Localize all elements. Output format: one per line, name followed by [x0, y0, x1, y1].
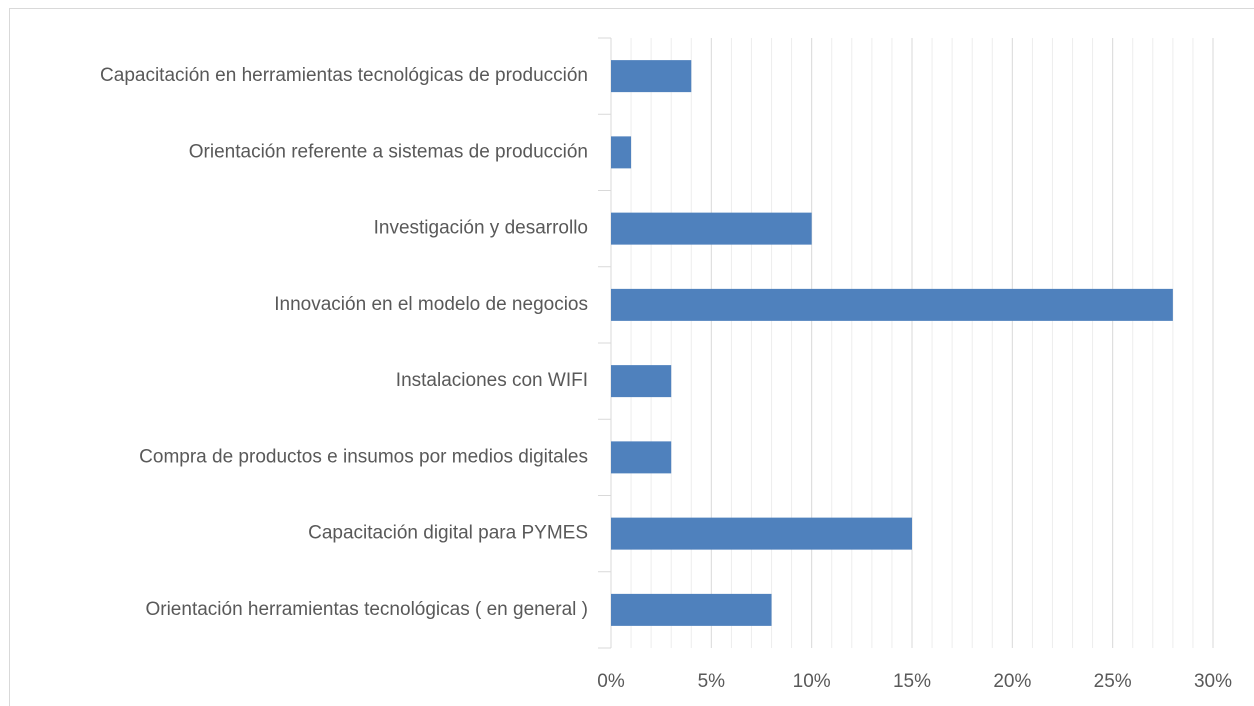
- bar: [611, 136, 632, 169]
- bar: [611, 365, 672, 398]
- y-tick-label: Orientación herramientas tecnológicas ( …: [145, 599, 588, 620]
- x-tick-label: 5%: [698, 671, 726, 692]
- y-tick-label: Investigación y desarrollo: [374, 218, 588, 239]
- y-tick-label: Capacitación digital para PYMES: [308, 523, 588, 544]
- bar: [611, 441, 672, 474]
- x-tick-label: 0%: [597, 671, 625, 692]
- x-tick-label: 10%: [793, 671, 831, 692]
- y-tick-label: Orientación referente a sistemas de prod…: [189, 141, 588, 162]
- x-tick-label: 20%: [993, 671, 1031, 692]
- x-tick-label: 30%: [1194, 671, 1232, 692]
- bar: [611, 212, 812, 245]
- x-tick-label: 15%: [893, 671, 931, 692]
- bar: [611, 593, 772, 626]
- y-tick-label: Instalaciones con WIFI: [396, 370, 588, 391]
- y-tick-label: Compra de productos e insumos por medios…: [139, 446, 588, 467]
- bar: [611, 60, 692, 93]
- y-tick-label: Capacitación en herramientas tecnológica…: [100, 65, 588, 86]
- y-tick-label: Innovación en el modelo de negocios: [274, 294, 588, 315]
- chart-frame: [9, 8, 1254, 706]
- x-tick-label: 25%: [1094, 671, 1132, 692]
- bar: [611, 288, 1173, 321]
- bar: [611, 517, 912, 550]
